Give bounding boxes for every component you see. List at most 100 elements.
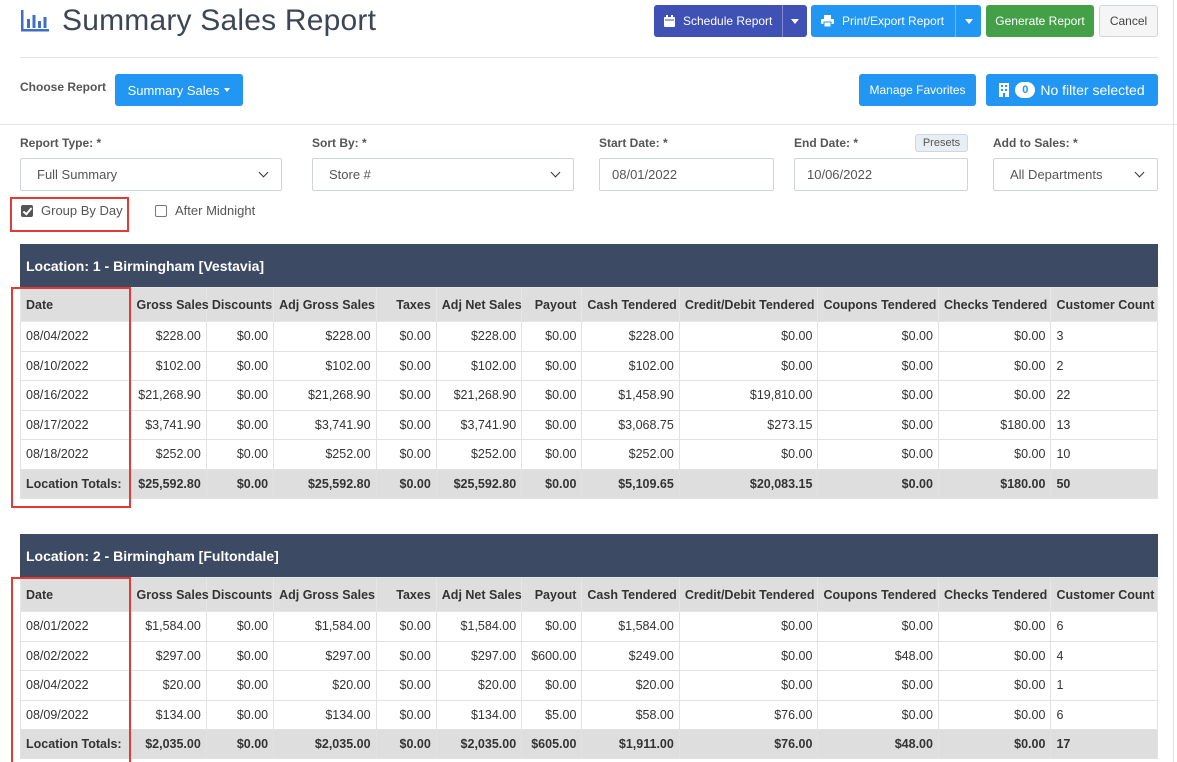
end-date-input[interactable]: 10/06/2022 xyxy=(794,158,968,191)
generate-report-button[interactable]: Generate Report xyxy=(986,5,1094,37)
after-midnight-checkbox[interactable]: After Midnight xyxy=(155,203,255,218)
table-cell: $102.00 xyxy=(435,350,523,381)
after-midnight-label: After Midnight xyxy=(175,203,256,218)
table-cell: $0.00 xyxy=(817,611,939,642)
end-date-value: 10/06/2022 xyxy=(807,167,873,182)
start-date-input[interactable]: 08/01/2022 xyxy=(599,158,774,191)
page-title: Summary Sales Report xyxy=(62,4,377,37)
table-cell: $0.00 xyxy=(205,439,275,470)
column-header[interactable]: Gross Sales xyxy=(130,287,209,322)
table-cell: $0.00 xyxy=(937,321,1052,352)
totals-cell: $25,592.80 xyxy=(130,468,207,499)
table-cell: $0.00 xyxy=(678,611,819,642)
schedule-dropdown-toggle[interactable] xyxy=(782,5,807,37)
table-row: 08/01/2022 $1,584.00 $0.00 $1,584.00 $0.00 $1… xyxy=(19,611,1158,642)
start-date-value: 08/01/2022 xyxy=(612,167,678,182)
column-header[interactable]: Cash Tendered xyxy=(581,287,680,322)
add-to-sales-value: All Departments xyxy=(1010,167,1103,182)
report-type-label: Report Type: * xyxy=(20,136,102,150)
table-cell: $0.00 xyxy=(205,380,275,411)
column-header[interactable]: Discounts xyxy=(205,287,275,322)
column-header[interactable]: Credit/Debit Tendered xyxy=(678,577,819,612)
totals-cell: $0.00 xyxy=(205,468,275,499)
checkbox-icon[interactable] xyxy=(155,204,167,217)
table-cell: 4 xyxy=(1050,640,1158,671)
column-header[interactable]: Adj Gross Sales xyxy=(273,577,377,612)
sort-by-select[interactable]: Store # xyxy=(312,158,574,191)
sort-by-value: Store # xyxy=(329,167,371,182)
report-selector-button[interactable]: Summary Sales xyxy=(115,74,243,106)
totals-cell: $25,592.80 xyxy=(273,468,377,499)
table-row: 08/10/2022 $102.00 $0.00 $102.00 $0.00 $102.0… xyxy=(19,350,1158,381)
table-row: 08/04/2022 $228.00 $0.00 $228.00 $0.00 $228.0… xyxy=(19,321,1158,352)
column-header[interactable]: Date xyxy=(19,287,132,322)
print-export-button[interactable]: Print/Export Report xyxy=(811,5,981,37)
table-cell: $0.00 xyxy=(678,439,819,470)
table-cell: $134.00 xyxy=(435,699,523,730)
table-cell: $252.00 xyxy=(581,439,680,470)
column-header[interactable]: Adj Net Sales xyxy=(435,287,523,322)
table-cell: $0.00 xyxy=(678,350,819,381)
table-cell: $0.00 xyxy=(817,439,939,470)
table-cell: 3 xyxy=(1050,321,1158,352)
table-cell: $0.00 xyxy=(817,350,939,381)
scrollbar-edge xyxy=(1173,0,1177,762)
table-cell: $0.00 xyxy=(521,611,583,642)
totals-cell: $5,109.65 xyxy=(581,468,680,499)
column-header[interactable]: Adj Gross Sales xyxy=(273,287,377,322)
column-header[interactable]: Payout xyxy=(521,287,583,322)
column-header[interactable]: Adj Net Sales xyxy=(435,577,523,612)
column-header[interactable]: Checks Tendered xyxy=(937,287,1052,322)
table-cell: 13 xyxy=(1050,409,1158,440)
chevron-down-icon xyxy=(550,167,561,178)
add-to-sales-select[interactable]: All Departments xyxy=(993,158,1158,191)
totals-cell: $2,035.00 xyxy=(273,729,377,759)
manage-favorites-button[interactable]: Manage Favorites xyxy=(859,74,976,106)
column-header[interactable]: Cash Tendered xyxy=(581,577,680,612)
column-header[interactable]: Customer Count xyxy=(1050,287,1158,322)
column-header[interactable]: Gross Sales xyxy=(130,577,209,612)
cancel-button[interactable]: Cancel xyxy=(1099,5,1158,37)
table-cell: $20.00 xyxy=(273,670,377,701)
table-cell: $0.00 xyxy=(205,611,275,642)
checkbox-checked-icon[interactable] xyxy=(21,204,33,217)
table-cell: $0.00 xyxy=(937,350,1052,381)
location-table: Date Gross Sales Discounts Adj Gross Sales T… xyxy=(19,577,1158,759)
column-header[interactable]: Date xyxy=(19,577,132,612)
column-header[interactable]: Credit/Debit Tendered xyxy=(678,287,819,322)
choose-report-label: Choose Report xyxy=(20,80,107,94)
table-cell: 6 xyxy=(1050,611,1158,642)
location-table: Date Gross Sales Discounts Adj Gross Sales T… xyxy=(19,287,1158,499)
filter-label: No filter selected xyxy=(1040,82,1145,98)
building-icon xyxy=(999,83,1010,97)
column-header[interactable]: Coupons Tendered xyxy=(817,287,939,322)
presets-button[interactable]: Presets xyxy=(915,134,968,152)
table-cell: $0.00 xyxy=(817,409,939,440)
column-header[interactable]: Discounts xyxy=(205,577,275,612)
column-header[interactable]: Payout xyxy=(521,577,583,612)
group-by-day-checkbox[interactable]: Group By Day xyxy=(21,203,123,218)
table-header-row: Date Gross Sales Discounts Adj Gross Sales T… xyxy=(19,287,1158,322)
filter-button[interactable]: 0 No filter selected xyxy=(986,74,1158,106)
location-header: Location: 2 - Birmingham [Fultondale] xyxy=(20,534,1158,577)
report-type-select[interactable]: Full Summary xyxy=(20,158,282,191)
print-dropdown-toggle[interactable] xyxy=(955,5,981,37)
column-header[interactable]: Checks Tendered xyxy=(937,577,1052,612)
table-cell: $0.00 xyxy=(205,321,275,352)
table-cell: $1,584.00 xyxy=(273,611,377,642)
table-row: 08/18/2022 $252.00 $0.00 $252.00 $0.00 $252.0… xyxy=(19,439,1158,470)
table-row: 08/16/2022 $21,268.90 $0.00 $21,268.90 $0.00… xyxy=(19,380,1158,411)
column-header[interactable]: Taxes xyxy=(375,287,437,322)
table-cell: $0.00 xyxy=(205,670,275,701)
schedule-report-button[interactable]: Schedule Report xyxy=(654,5,807,37)
start-date-label: Start Date: * xyxy=(599,136,668,150)
table-cell: 08/04/2022 xyxy=(19,670,132,701)
caret-down-icon xyxy=(791,18,800,24)
totals-cell: 50 xyxy=(1050,468,1158,499)
column-header[interactable]: Taxes xyxy=(375,577,437,612)
column-header[interactable]: Coupons Tendered xyxy=(817,577,939,612)
totals-cell: $180.00 xyxy=(937,468,1052,499)
column-header[interactable]: Customer Count xyxy=(1050,577,1158,612)
table-cell: $249.00 xyxy=(581,640,680,671)
table-cell: $0.00 xyxy=(817,321,939,352)
